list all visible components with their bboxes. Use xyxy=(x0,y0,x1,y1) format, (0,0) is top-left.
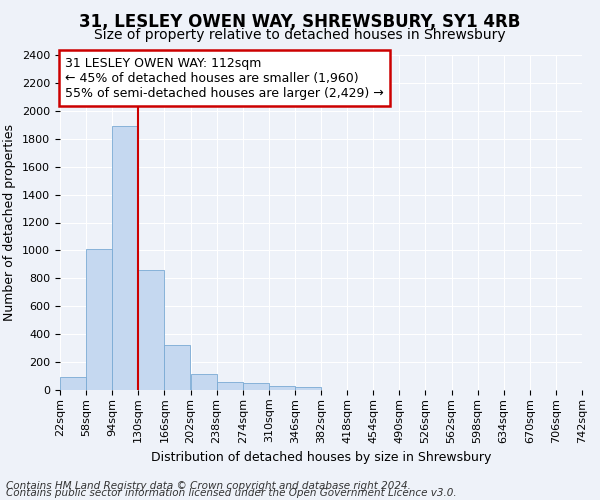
Text: Contains public sector information licensed under the Open Government Licence v3: Contains public sector information licen… xyxy=(6,488,457,498)
Text: 31 LESLEY OWEN WAY: 112sqm
← 45% of detached houses are smaller (1,960)
55% of s: 31 LESLEY OWEN WAY: 112sqm ← 45% of deta… xyxy=(65,56,384,100)
Bar xyxy=(112,126,138,390)
Bar xyxy=(217,382,242,390)
Bar xyxy=(60,378,86,390)
Text: Contains HM Land Registry data © Crown copyright and database right 2024.: Contains HM Land Registry data © Crown c… xyxy=(6,481,411,491)
Text: Size of property relative to detached houses in Shrewsbury: Size of property relative to detached ho… xyxy=(94,28,506,42)
Bar xyxy=(164,346,190,390)
Bar xyxy=(139,270,164,390)
X-axis label: Distribution of detached houses by size in Shrewsbury: Distribution of detached houses by size … xyxy=(151,451,491,464)
Text: 31, LESLEY OWEN WAY, SHREWSBURY, SY1 4RB: 31, LESLEY OWEN WAY, SHREWSBURY, SY1 4RB xyxy=(79,12,521,30)
Y-axis label: Number of detached properties: Number of detached properties xyxy=(4,124,16,321)
Bar xyxy=(269,386,295,390)
Bar xyxy=(295,387,321,390)
Bar xyxy=(191,374,217,390)
Bar xyxy=(242,383,269,390)
Bar xyxy=(86,249,112,390)
